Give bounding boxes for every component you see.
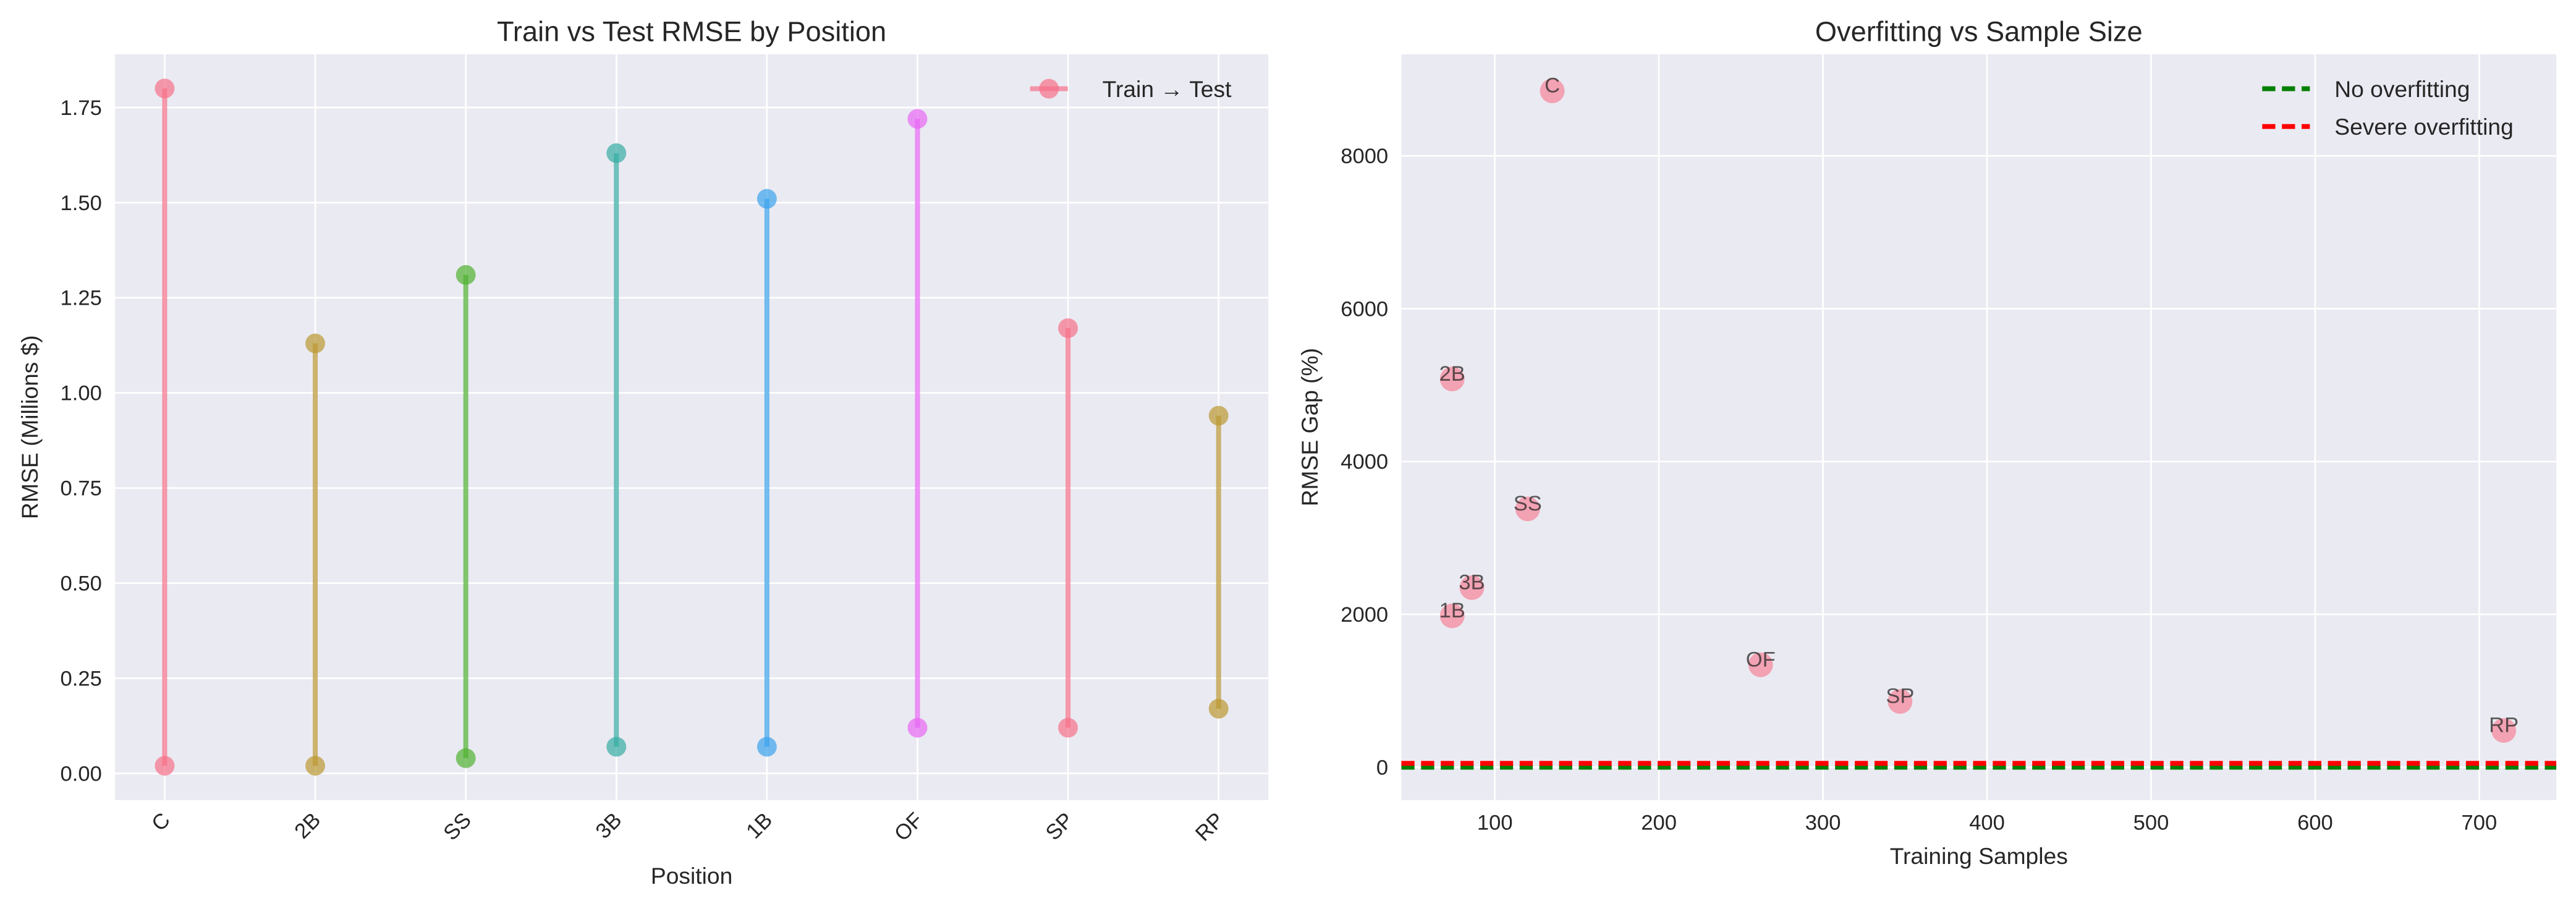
legend-label-no-overfitting: No overfitting	[2334, 76, 2470, 102]
left-y-axis-label: RMSE (Millions $)	[17, 335, 43, 519]
point-label-2B: 2B	[1439, 362, 1465, 386]
x-tick-label: 2B	[290, 808, 326, 844]
scatter-point-1B	[1439, 603, 1465, 629]
scatter-point-3B	[1459, 575, 1485, 600]
train-point-RP	[1208, 698, 1229, 719]
x-tick-label: 100	[1477, 811, 1513, 834]
y-tick-label: 0.00	[61, 762, 102, 785]
test-point-2B	[305, 333, 326, 354]
point-label-SP: SP	[1886, 685, 1914, 708]
test-point-OF	[907, 109, 928, 129]
point-label-RP: RP	[2489, 714, 2519, 737]
train-point-SS	[455, 748, 476, 768]
right-plot-area	[1401, 54, 2557, 800]
test-point-C	[155, 78, 175, 99]
point-label-3B: 3B	[1459, 570, 1485, 594]
right-x-axis-label: Training Samples	[1890, 843, 2068, 869]
right-chart-title: Overfitting vs Sample Size	[1815, 15, 2143, 47]
right-legend: No overfitting Severe overfitting	[2262, 76, 2514, 140]
train-point-C	[155, 756, 175, 776]
left-chart: 0.00 0.25 0.50 0.75 1.00 1.25 1.50 1.75 C 2B SS 3B 1…	[17, 15, 1269, 889]
y-tick-label: 0.50	[61, 572, 102, 596]
y-tick-label: 8000	[1341, 145, 1388, 168]
scatter-point-SP	[1888, 689, 1913, 714]
right-y-axis-label: RMSE Gap (%)	[1297, 348, 1323, 506]
scatter-point-C	[1540, 78, 1565, 104]
y-tick-label: 4000	[1341, 451, 1388, 474]
x-tick-label: 600	[2297, 811, 2333, 834]
point-label-SS: SS	[1514, 492, 1542, 515]
test-point-RP	[1208, 405, 1229, 426]
x-tick-label: OF	[890, 808, 928, 846]
x-tick-label: 300	[1805, 811, 1841, 834]
point-label-OF: OF	[1746, 648, 1776, 671]
test-point-1B	[756, 188, 777, 209]
point-label-1B: 1B	[1439, 599, 1465, 622]
train-point-3B	[606, 737, 627, 757]
train-point-1B	[756, 737, 777, 757]
y-tick-label: 1.00	[61, 382, 102, 405]
x-tick-label: SP	[1041, 808, 1078, 845]
train-point-OF	[907, 718, 928, 738]
right-chart: C 2B SS 3B 1B OF SP RP 0 2000 4000 6000 8000 100 200 3…	[1297, 15, 2557, 869]
legend-label-severe-overfitting: Severe overfitting	[2334, 114, 2514, 140]
y-tick-label: 0	[1376, 756, 1388, 779]
scatter-point-2B	[1439, 366, 1465, 392]
x-tick-label: SS	[439, 808, 476, 845]
y-tick-label: 2000	[1341, 603, 1388, 627]
x-tick-label: 1B	[742, 808, 777, 844]
y-tick-label: 0.75	[61, 477, 102, 501]
train-point-SP	[1058, 718, 1078, 738]
x-tick-label: 200	[1641, 811, 1677, 834]
train-point-2B	[305, 756, 326, 776]
scatter-point-RP	[2491, 718, 2517, 743]
left-plot-area	[115, 54, 1269, 800]
x-tick-label: RP	[1191, 808, 1229, 846]
left-legend: Train → Test	[1030, 76, 1232, 102]
x-tick-label: 3B	[591, 808, 627, 844]
y-tick-label: 6000	[1341, 297, 1388, 321]
point-label-C: C	[1544, 74, 1560, 98]
left-chart-title: Train vs Test RMSE by Position	[497, 15, 886, 47]
x-tick-label: 500	[2133, 811, 2169, 834]
legend-label-train-test: Train → Test	[1103, 76, 1232, 102]
left-x-axis-label: Position	[651, 863, 732, 889]
legend-marker-swatch	[1039, 78, 1059, 99]
x-tick-label: 400	[1969, 811, 2005, 834]
test-point-SS	[455, 265, 476, 285]
scatter-point-OF	[1748, 652, 1773, 677]
y-tick-label: 1.50	[61, 192, 102, 215]
y-tick-label: 0.25	[61, 667, 102, 690]
x-tick-label: C	[147, 808, 175, 836]
x-tick-label: 700	[2462, 811, 2498, 834]
scatter-point-SS	[1515, 496, 1540, 522]
test-point-3B	[606, 143, 627, 163]
y-tick-label: 1.75	[61, 96, 102, 120]
test-point-SP	[1058, 318, 1078, 338]
y-tick-label: 1.25	[61, 287, 102, 310]
